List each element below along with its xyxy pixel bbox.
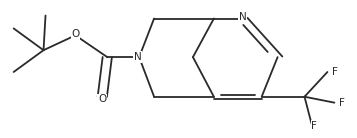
Text: F: F xyxy=(311,121,317,131)
Text: N: N xyxy=(134,52,141,62)
Text: F: F xyxy=(332,67,338,77)
Text: O: O xyxy=(71,29,80,39)
Text: O: O xyxy=(98,94,106,104)
Text: F: F xyxy=(339,98,345,108)
Text: N: N xyxy=(239,12,247,22)
